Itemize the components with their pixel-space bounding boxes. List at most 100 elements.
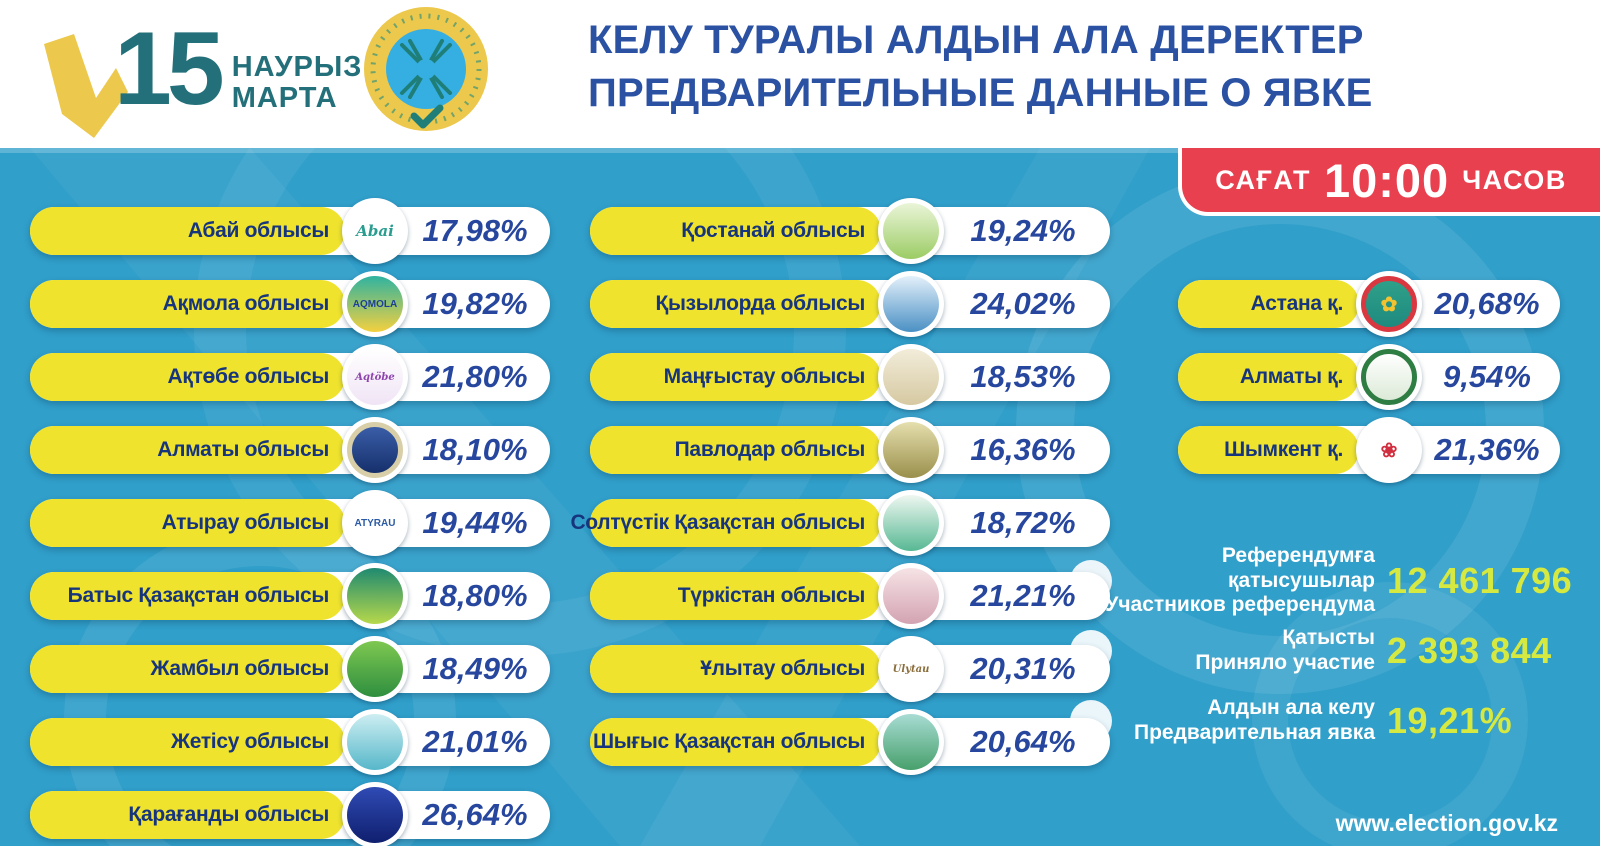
region-name: Ақмола облысы [162,292,330,315]
region-emblem-text: AQMOLA [352,298,398,310]
region-name: Абай облысы [187,219,329,242]
stat-label-ru: Приняло участие [1195,651,1375,674]
march-15-logo: 15 НАУРЫЗ МАРТА [42,11,363,140]
region-name: Ұлытау облысы [700,657,865,680]
region-value-area: 21,01% [408,718,542,766]
region-emblem-icon: Abai [342,198,408,264]
region-label-area: Павлодар облысы [590,426,881,474]
region-value-area: 18,80% [408,572,542,620]
region-row: Жетісу облысы 21,01% [30,709,550,775]
region-row: Шығыс Қазақстан облысы 20,64% [590,709,1110,775]
region-turnout-value: 19,82% [422,286,528,321]
website-url: www.election.gov.kz [1335,810,1558,836]
region-value-area: 21,36% [1422,426,1552,474]
region-name: Батыс Қазақстан облысы [67,584,330,607]
time-badge-suffix: ЧАСОВ [1462,164,1567,195]
region-emblem-core: ✿ [1361,276,1417,332]
stat-participants-value: 12 461 796 [1387,560,1573,601]
region-emblem-icon: AQMOLA [342,271,408,337]
region-label-area: Алматы қ. [1178,353,1359,401]
region-name: Павлодар облысы [674,438,866,461]
region-emblem-core: Ulytau [883,641,939,697]
title-kk: КЕЛУ ТУРАЛЫ АЛДЫН АЛА ДЕРЕКТЕР [588,18,1364,62]
region-emblem-icon: Aqtöbe [342,344,408,410]
region-name: Шымкент қ. [1224,438,1343,461]
region-turnout-value: 18,80% [422,578,528,613]
region-emblem-core [883,495,939,551]
logo-month-words: НАУРЫЗ МАРТА [232,52,363,113]
region-label-area: Түркістан облысы [590,572,881,620]
region-row: Атырау облысы 19,44% ATYRAU [30,490,550,556]
region-turnout-value: 17,98% [422,213,528,248]
region-value-area: 19,24% [944,207,1102,255]
region-label-area: Шығыс Қазақстан облысы [590,718,881,766]
region-emblem-text: Aqtöbe [355,371,395,383]
region-row: Батыс Қазақстан облысы 18,80% [30,563,550,629]
region-turnout-value: 19,24% [970,213,1076,248]
region-row: Алматы облысы 18,10% [30,417,550,483]
region-value-area: 21,21% [944,572,1102,620]
region-emblem-icon [342,709,408,775]
logo-day-number: 15 [114,11,225,127]
stat-participants-labels: Референдумға қатысушылар Участников рефе… [1075,544,1375,618]
region-emblem-icon [878,417,944,483]
region-turnout-value: 21,36% [1434,432,1540,467]
region-emblem-icon: ATYRAU [342,490,408,556]
region-turnout-value: 18,72% [970,505,1076,540]
region-emblem-text: ✿ [1380,293,1398,316]
region-name: Астана қ. [1250,292,1344,315]
page-title: КЕЛУ ТУРАЛЫ АЛДЫН АЛА ДЕРЕКТЕР ПРЕДВАРИТ… [588,14,1372,120]
region-row: Қарағанды облысы 26,64% [30,782,550,846]
region-row: Маңғыстау облысы 18,53% [590,344,1110,410]
region-name: Жетісу облысы [171,730,329,753]
region-row: Солтүстік Қазақстан облысы 18,72% [570,490,1110,556]
region-emblem-core: Aqtöbe [347,349,403,405]
region-emblem-icon [878,271,944,337]
region-value-area: 20,31% [944,645,1102,693]
region-emblem-icon [878,490,944,556]
region-turnout-value: 16,36% [970,432,1076,467]
region-value-area: 21,80% [408,353,542,401]
stat-preliminary-turnout-value: 19,21% [1387,700,1513,741]
region-value-area: 18,72% [944,499,1102,547]
region-turnout-value: 18,10% [422,432,528,467]
region-emblem-core [347,641,403,697]
region-emblem-icon [342,782,408,846]
region-emblem-core [347,422,403,478]
stat-label-kk: Алдын ала келу [1207,696,1375,720]
region-row: Павлодар облысы 16,36% [590,417,1110,483]
region-emblem-core: Abai [347,203,403,259]
region-turnout-value: 21,21% [970,578,1076,613]
stat-label-ru: Участников референдума [1105,593,1375,617]
region-value-area: 16,36% [944,426,1102,474]
region-turnout-value: 9,54% [1443,359,1531,394]
region-row: Астана қ. 20,68% ✿ [1178,271,1560,337]
stat-took-part: Қатысты Приняло участие 2 393 844 [1075,620,1575,682]
region-label-area: Қостанай облысы [590,207,881,255]
region-turnout-value: 21,80% [422,359,528,394]
region-name: Қызылорда облысы [655,292,865,315]
region-emblem-core: ❀ [1361,422,1417,478]
region-name: Шығыс Қазақстан облысы [592,730,865,753]
region-emblem-icon [1356,344,1422,410]
region-label-area: Астана қ. [1178,280,1359,328]
region-label-area: Жамбыл облысы [30,645,345,693]
time-badge: САҒАТ 10:00 ЧАСОВ [1178,148,1600,216]
region-emblem-icon: Ulytau [878,636,944,702]
stat-label-ru: Предварительная явка [1134,721,1375,744]
title-ru: ПРЕДВАРИТЕЛЬНЫЕ ДАННЫЕ О ЯВКЕ [588,71,1373,115]
region-label-area: Алматы облысы [30,426,345,474]
region-value-area: 19,44% [408,499,542,547]
region-name: Түркістан облысы [677,584,866,607]
check-mark-icon [44,34,128,138]
region-emblem-core [347,568,403,624]
region-value-area: 19,82% [408,280,542,328]
region-value-area: 24,02% [944,280,1102,328]
region-label-area: Солтүстік Қазақстан облысы [570,499,881,547]
region-emblem-icon [878,344,944,410]
region-name: Атырау облысы [161,511,330,534]
region-column-1: Абай облысы 17,98% Abai Ақмола облысы 19… [30,198,550,846]
region-emblem-core [883,568,939,624]
region-column-2: Қостанай облысы 19,24% Қызылорда облысы … [570,198,1110,791]
region-label-area: Қызылорда облысы [590,280,881,328]
